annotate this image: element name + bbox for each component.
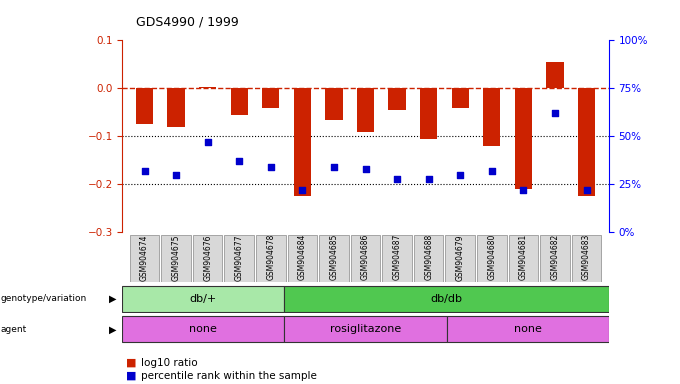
Point: [581, 187, 592, 193]
Bar: [351, 235, 380, 282]
Point: [265, 164, 276, 170]
Point: [455, 172, 466, 178]
Text: GSM904674: GSM904674: [140, 234, 149, 281]
Text: GSM904686: GSM904686: [361, 234, 370, 280]
Point: [360, 166, 371, 172]
Bar: [319, 235, 349, 282]
Text: GSM904680: GSM904680: [488, 234, 496, 280]
Text: GSM904676: GSM904676: [203, 234, 212, 281]
Text: ■: ■: [126, 371, 136, 381]
Bar: [231, 88, 248, 115]
Text: GSM904687: GSM904687: [392, 234, 402, 280]
Point: [486, 168, 497, 174]
Text: db/+: db/+: [190, 293, 217, 304]
Text: db/db: db/db: [430, 293, 462, 304]
Text: GDS4990 / 1999: GDS4990 / 1999: [136, 15, 239, 28]
Point: [328, 164, 339, 170]
Text: ▶: ▶: [109, 293, 117, 304]
Point: [423, 175, 434, 182]
Point: [202, 139, 213, 145]
Point: [297, 187, 308, 193]
Bar: [382, 235, 412, 282]
Text: ▶: ▶: [109, 324, 117, 334]
Bar: [256, 235, 286, 282]
Bar: [447, 316, 609, 342]
Bar: [199, 87, 216, 88]
Bar: [294, 88, 311, 196]
Text: GSM904675: GSM904675: [171, 234, 181, 281]
Point: [518, 187, 529, 193]
Point: [234, 158, 245, 164]
Bar: [122, 286, 284, 311]
Bar: [477, 235, 507, 282]
Text: GSM904677: GSM904677: [235, 234, 243, 281]
Point: [392, 175, 403, 182]
Bar: [515, 88, 532, 189]
Text: GSM904679: GSM904679: [456, 234, 464, 281]
Text: GSM904678: GSM904678: [267, 234, 275, 280]
Bar: [288, 235, 317, 282]
Bar: [167, 88, 185, 127]
Bar: [414, 235, 443, 282]
Bar: [122, 316, 284, 342]
Text: GSM904685: GSM904685: [329, 234, 339, 280]
Bar: [136, 88, 153, 124]
Bar: [509, 235, 538, 282]
Text: agent: agent: [1, 325, 27, 334]
Bar: [445, 235, 475, 282]
Bar: [546, 62, 564, 88]
Bar: [284, 286, 609, 311]
Text: GSM904681: GSM904681: [519, 234, 528, 280]
Text: log10 ratio: log10 ratio: [141, 358, 198, 368]
Text: none: none: [190, 324, 218, 334]
Bar: [572, 235, 601, 282]
Text: ■: ■: [126, 358, 136, 368]
Text: none: none: [513, 324, 541, 334]
Bar: [161, 235, 191, 282]
Text: GSM904683: GSM904683: [582, 234, 591, 280]
Text: GSM904688: GSM904688: [424, 234, 433, 280]
Text: rosiglitazone: rosiglitazone: [330, 324, 401, 334]
Point: [171, 172, 182, 178]
Bar: [388, 88, 406, 110]
Bar: [420, 88, 437, 139]
Bar: [357, 88, 374, 131]
Bar: [284, 316, 447, 342]
Bar: [130, 235, 159, 282]
Bar: [452, 88, 469, 108]
Text: GSM904682: GSM904682: [550, 234, 560, 280]
Bar: [325, 88, 343, 119]
Bar: [540, 235, 570, 282]
Bar: [193, 235, 222, 282]
Point: [139, 168, 150, 174]
Bar: [262, 88, 279, 108]
Point: [549, 110, 560, 116]
Bar: [224, 235, 254, 282]
Text: genotype/variation: genotype/variation: [1, 294, 87, 303]
Text: percentile rank within the sample: percentile rank within the sample: [141, 371, 318, 381]
Text: GSM904684: GSM904684: [298, 234, 307, 280]
Bar: [483, 88, 500, 146]
Bar: [578, 88, 595, 196]
